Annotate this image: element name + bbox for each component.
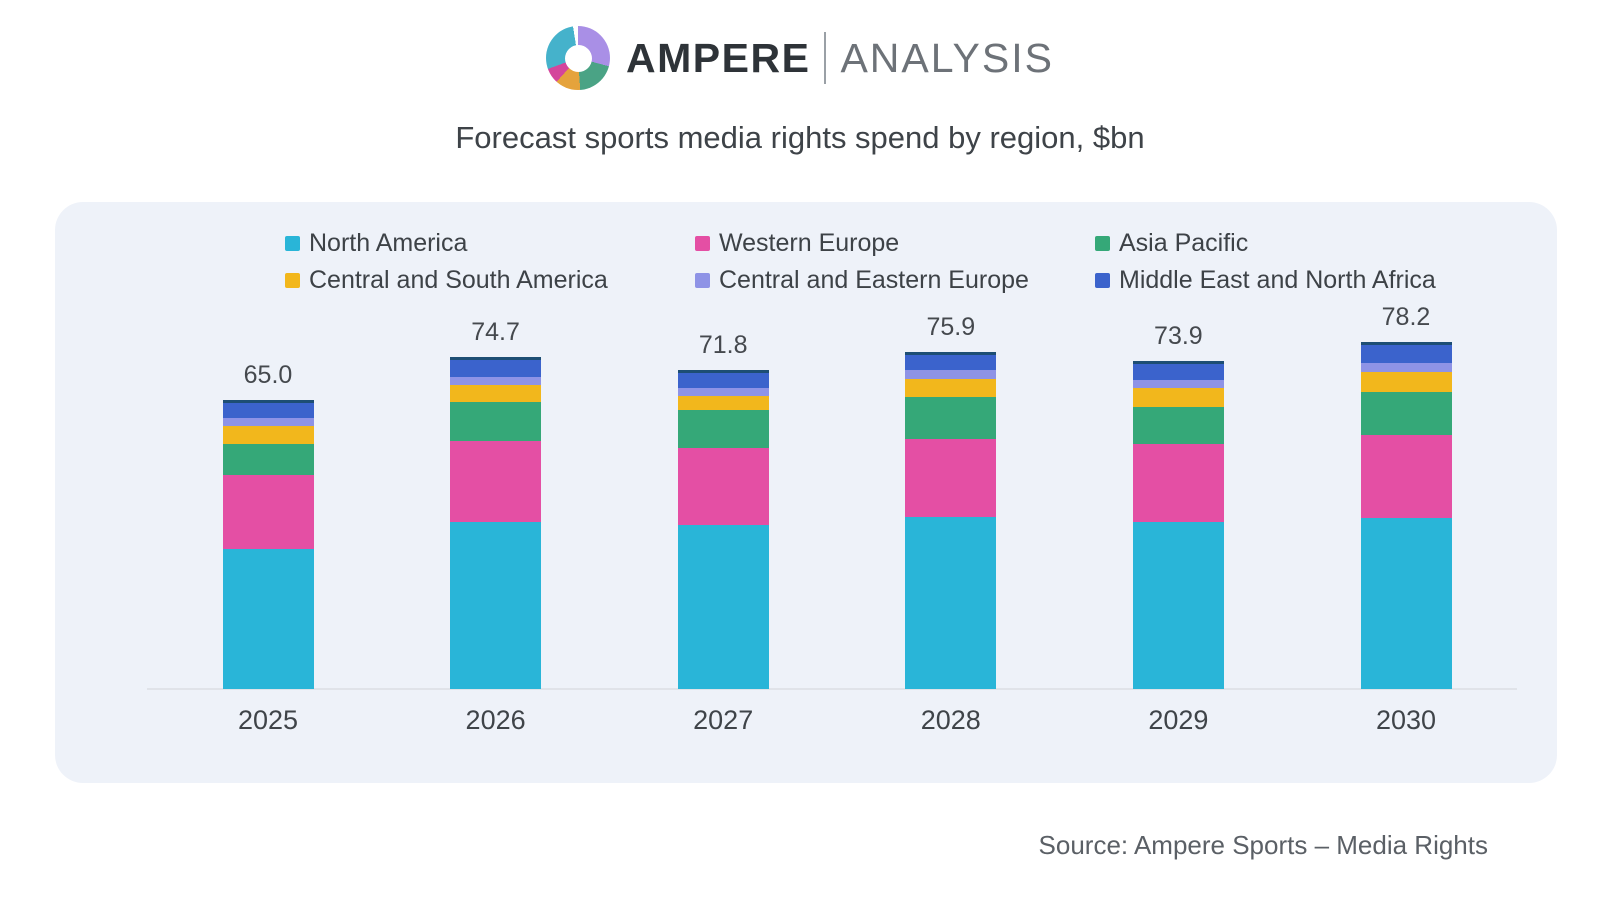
bar-segment	[450, 357, 542, 377]
legend-item: Central and Eastern Europe	[695, 263, 1095, 298]
legend-swatch-icon	[285, 236, 300, 251]
bar-segment	[1132, 407, 1224, 444]
bar-segment	[1132, 380, 1224, 389]
legend-label: Asia Pacific	[1119, 229, 1249, 257]
logo-suffix-text: ANALYSIS	[840, 34, 1054, 81]
logo-divider	[824, 32, 827, 84]
source-note: Source: Ampere Sports – Media Rights	[1038, 830, 1488, 860]
plot-area: 65.0 74.7 71.8 75.9 73.9 78.2	[55, 202, 1557, 690]
legend-item: North America	[285, 226, 695, 261]
legend-item: Western Europe	[695, 226, 1095, 261]
x-axis-label: 2025	[237, 705, 299, 735]
legend-label: Middle East and North Africa	[1119, 266, 1436, 294]
bar-segment	[450, 522, 542, 689]
stacked-bar-2030	[1360, 341, 1452, 689]
bar-segment	[222, 425, 314, 445]
bar-total-label: 71.8	[698, 331, 748, 360]
legend-swatch-icon	[1095, 236, 1110, 251]
legend-label: Western Europe	[719, 229, 900, 257]
bar-segment	[222, 549, 314, 689]
bar-segment	[450, 441, 542, 523]
bar-segment	[905, 379, 997, 398]
bar-segment	[677, 410, 769, 449]
bar-segment	[222, 400, 314, 418]
bar-total-label: 75.9	[926, 313, 976, 342]
x-axis-label: 2027	[693, 705, 754, 735]
bar-segment	[1132, 360, 1224, 381]
stacked-bar-2026	[450, 357, 542, 689]
bar-segment	[905, 397, 997, 440]
bar-segment	[1360, 435, 1452, 519]
chart-panel: North America Western Europe Asia Pacific C…	[55, 202, 1557, 783]
chart-title: Forecast sports media rights spend by re…	[455, 120, 1145, 155]
bar-segment	[222, 417, 314, 426]
legend-swatch-icon	[285, 273, 300, 288]
bar-segment	[222, 444, 314, 476]
x-axis-label: 2028	[920, 705, 981, 735]
bar-segment	[1360, 518, 1452, 689]
x-axis-label: 2026	[465, 705, 526, 735]
bar-segment	[1360, 341, 1452, 363]
bar-segment	[677, 370, 769, 389]
bar-segment	[677, 396, 769, 411]
legend-label: Central and South America	[309, 266, 608, 294]
bar-total-label: 65.0	[243, 361, 293, 390]
bar-segment	[905, 352, 997, 370]
bar-segment	[1360, 372, 1452, 392]
legend-item: Asia Pacific	[1095, 226, 1535, 261]
bar-total-label: 74.7	[471, 318, 520, 347]
bar-segment	[1132, 388, 1224, 408]
x-axis-line	[147, 688, 1517, 690]
chart-legend: North America Western Europe Asia Pacific C…	[285, 226, 1535, 298]
legend-label: Central and Eastern Europe	[719, 266, 1029, 294]
legend-item: Middle East and North Africa	[1095, 263, 1535, 298]
legend-item: Central and South America	[285, 263, 695, 298]
x-axis-label: 2029	[1148, 705, 1209, 735]
bar-segment	[1132, 443, 1224, 523]
bar-segment	[905, 369, 997, 380]
bar-segment	[677, 448, 769, 526]
legend-label: North America	[309, 229, 468, 257]
bar-total-label: 73.9	[1154, 321, 1203, 350]
stacked-bar-2025	[222, 400, 314, 689]
x-axis-label: 2030	[1375, 705, 1437, 735]
bar-segment	[450, 402, 542, 442]
stacked-bar-2028	[905, 352, 997, 689]
donut-chart-logo-icon	[546, 26, 611, 90]
bar-segment	[677, 388, 769, 396]
bar-segment	[905, 439, 997, 518]
bar-total-label: 78.2	[1381, 302, 1431, 331]
bar-segment	[450, 376, 542, 385]
bar-segment	[905, 517, 997, 689]
bar-segment	[677, 525, 769, 689]
legend-swatch-icon	[1095, 273, 1110, 288]
legend-swatch-icon	[695, 273, 710, 288]
logo-text: AMPERE ANALYSIS	[626, 32, 1054, 84]
logo-brand-text: AMPERE	[626, 34, 811, 81]
stacked-bar-2027	[677, 370, 769, 689]
ampere-analysis-logo: AMPERE ANALYSIS	[0, 26, 1600, 90]
bar-segment	[1360, 362, 1452, 373]
bar-segment	[450, 384, 542, 403]
bar-segment	[222, 475, 314, 550]
stacked-bar-2029	[1132, 360, 1224, 689]
bar-segment	[1132, 522, 1224, 689]
legend-swatch-icon	[695, 236, 710, 251]
bar-segment	[1360, 391, 1452, 436]
